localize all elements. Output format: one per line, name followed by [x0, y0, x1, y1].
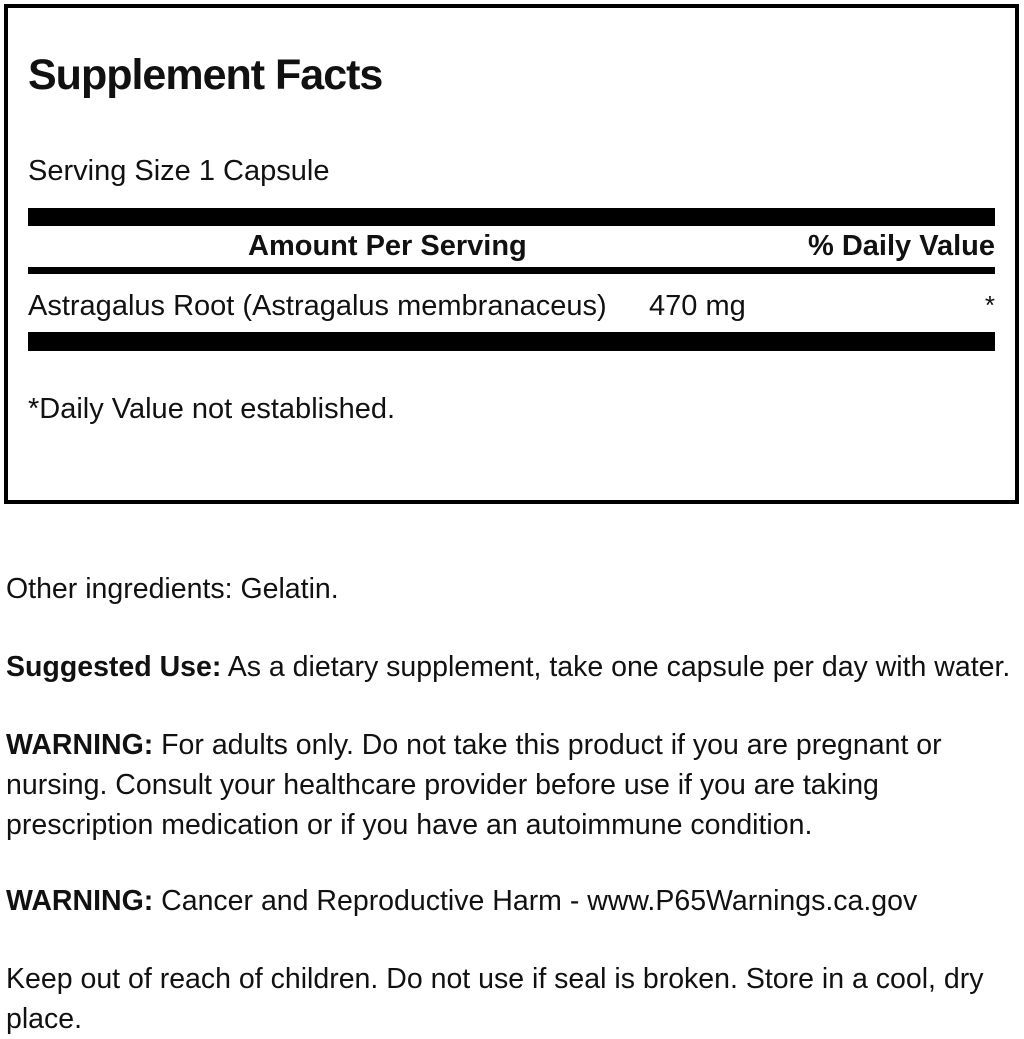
warning-p65-body: Cancer and Reproductive Harm - www.P65Wa…	[153, 884, 918, 917]
warning-adults-label: WARNING:	[6, 728, 154, 761]
warning-adults-body: For adults only. Do not take this produc…	[6, 728, 942, 841]
divider-thick-top	[28, 208, 995, 226]
supplement-facts-panel: Supplement Facts Serving Size 1 Capsule …	[4, 4, 1019, 504]
ingredient-amount: 470 mg	[649, 290, 746, 322]
ingredient-name: Astragalus Root (Astragalus membranaceus…	[28, 290, 607, 322]
header-percent-daily-value: % Daily Value	[808, 230, 995, 262]
table-header-row: Amount Per Serving % Daily Value	[28, 226, 995, 267]
warning-p65-label: WARNING:	[6, 884, 154, 917]
warning-p65-text: WARNING: Cancer and Reproductive Harm - …	[6, 881, 1020, 921]
divider-thick-bottom	[28, 332, 995, 351]
table-row: Astragalus Root (Astragalus membranaceus…	[28, 274, 995, 332]
storage-instructions-text: Keep out of reach of children. Do not us…	[6, 962, 984, 1035]
panel-title: Supplement Facts	[28, 51, 383, 99]
suggested-use-body: As a dietary supplement, take one capsul…	[221, 650, 1011, 683]
warning-adults-text: WARNING: For adults only. Do not take th…	[6, 725, 1020, 845]
other-ingredients-text: Other ingredients: Gelatin.	[6, 572, 339, 605]
header-amount-per-serving: Amount Per Serving	[248, 230, 527, 262]
suggested-use-label: Suggested Use:	[6, 650, 222, 683]
serving-size: Serving Size 1 Capsule	[28, 155, 330, 187]
suggested-use-text: Suggested Use: As a dietary supplement, …	[6, 647, 1020, 687]
divider-medium	[28, 267, 995, 274]
ingredient-daily-value-asterisk: *	[984, 290, 995, 320]
daily-value-footnote: *Daily Value not established.	[28, 393, 396, 425]
